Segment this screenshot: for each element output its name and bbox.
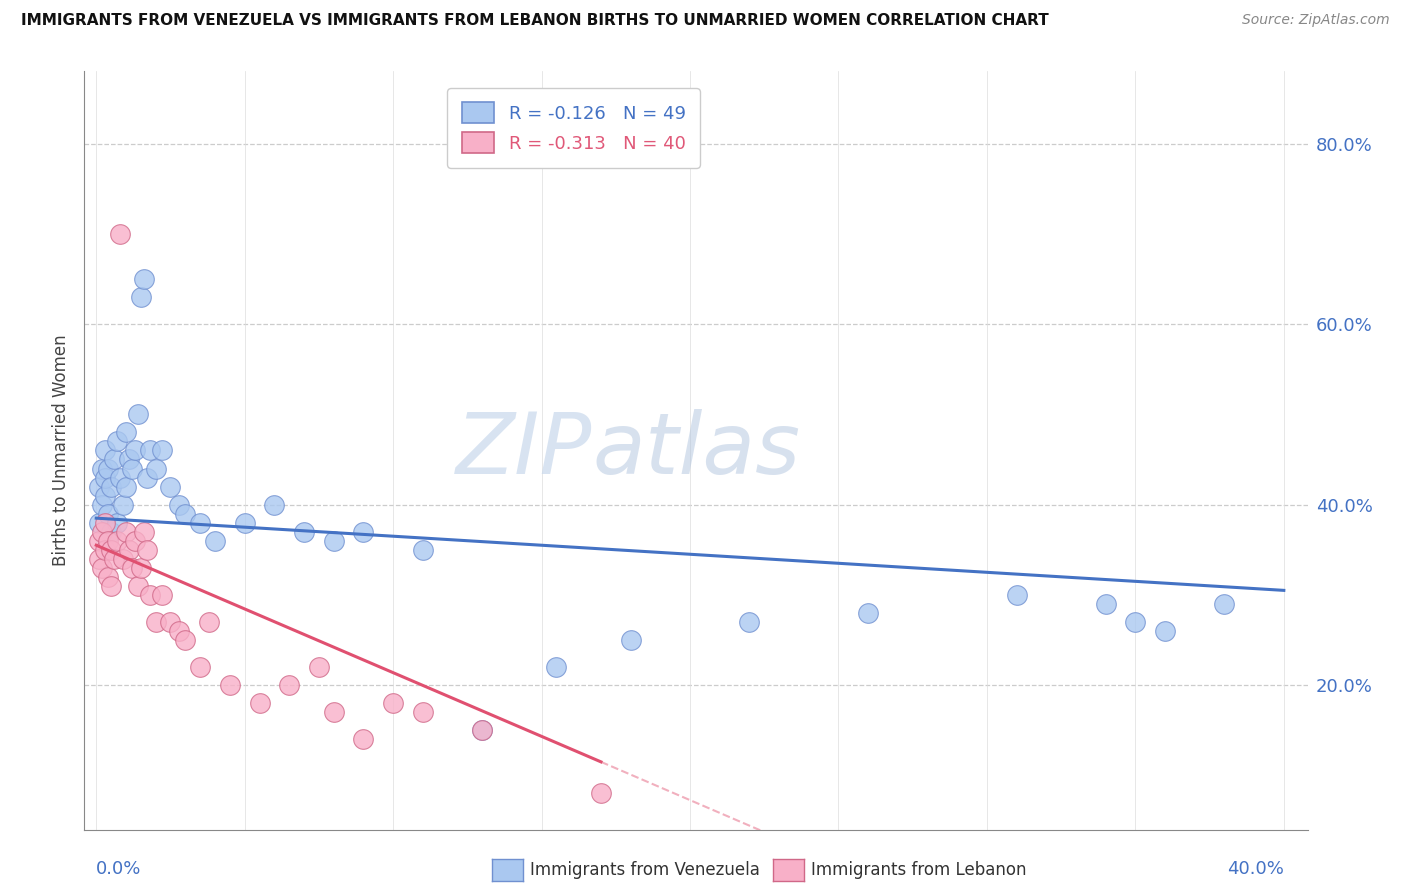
Point [97, 533, 120, 548]
Point [91, 561, 114, 575]
Point [105, 516, 128, 530]
Point [115, 479, 138, 493]
Point [89, 516, 111, 530]
Point [145, 615, 167, 629]
Point [352, 732, 374, 747]
Point [121, 561, 143, 575]
Point [91, 498, 114, 512]
Point [115, 524, 138, 539]
Point [471, 723, 494, 738]
Point [620, 633, 643, 648]
Point [89, 551, 111, 566]
Point [94, 516, 117, 530]
Text: Source: ZipAtlas.com: Source: ZipAtlas.com [1241, 13, 1389, 28]
Point [97, 507, 120, 521]
Point [471, 723, 494, 738]
Point [738, 615, 761, 629]
Point [111, 551, 134, 566]
Point [124, 533, 146, 548]
Point [412, 705, 434, 719]
Point [150, 443, 173, 458]
Point [145, 461, 167, 475]
Point [218, 678, 240, 692]
Text: Immigrants from Lebanon: Immigrants from Lebanon [811, 861, 1026, 879]
Point [135, 542, 157, 557]
Point [121, 461, 143, 475]
Point [1154, 624, 1177, 638]
Point [174, 633, 197, 648]
Point [546, 660, 568, 674]
Point [105, 434, 128, 449]
Point [91, 524, 114, 539]
Point [124, 443, 146, 458]
Point [188, 660, 211, 674]
Point [1005, 588, 1028, 602]
Point [856, 606, 879, 620]
Point [127, 579, 149, 593]
Point [188, 516, 211, 530]
Point [118, 542, 141, 557]
Point [204, 533, 226, 548]
Point [169, 498, 191, 512]
Point [159, 615, 181, 629]
Point [118, 452, 141, 467]
Point [94, 470, 117, 484]
Point [263, 498, 285, 512]
Point [129, 290, 152, 304]
Point [100, 579, 122, 593]
Point [382, 696, 405, 710]
Point [94, 542, 117, 557]
Text: Immigrants from Venezuela: Immigrants from Venezuela [530, 861, 759, 879]
Point [322, 705, 344, 719]
Point [105, 533, 128, 548]
Point [100, 479, 122, 493]
Point [89, 533, 111, 548]
Text: 0.0%: 0.0% [96, 860, 142, 878]
Point [322, 533, 344, 548]
Point [132, 524, 155, 539]
Point [97, 570, 120, 584]
Point [150, 588, 173, 602]
Point [1094, 597, 1116, 611]
Point [103, 551, 125, 566]
Point [135, 470, 157, 484]
Point [89, 479, 111, 493]
Text: atlas: atlas [592, 409, 800, 492]
Legend: R = -0.126   N = 49, R = -0.313   N = 40: R = -0.126 N = 49, R = -0.313 N = 40 [447, 88, 700, 168]
Point [233, 516, 256, 530]
Point [308, 660, 330, 674]
Point [111, 498, 134, 512]
Y-axis label: Births to Unmarried Women: Births to Unmarried Women [52, 334, 70, 566]
Point [138, 588, 160, 602]
Point [94, 489, 117, 503]
Text: ZIP: ZIP [456, 409, 592, 492]
Text: 40.0%: 40.0% [1227, 860, 1284, 878]
Point [129, 561, 152, 575]
Point [249, 696, 271, 710]
Point [115, 425, 138, 440]
Point [100, 542, 122, 557]
Point [127, 408, 149, 422]
Point [108, 470, 131, 484]
Point [412, 542, 434, 557]
Point [169, 624, 191, 638]
Point [198, 615, 221, 629]
Point [159, 479, 181, 493]
Point [292, 524, 315, 539]
Point [352, 524, 374, 539]
Point [100, 524, 122, 539]
Point [94, 443, 117, 458]
Point [138, 443, 160, 458]
Point [278, 678, 301, 692]
Point [91, 461, 114, 475]
Text: IMMIGRANTS FROM VENEZUELA VS IMMIGRANTS FROM LEBANON BIRTHS TO UNMARRIED WOMEN C: IMMIGRANTS FROM VENEZUELA VS IMMIGRANTS … [21, 13, 1049, 29]
Point [103, 452, 125, 467]
Point [1213, 597, 1236, 611]
Point [1125, 615, 1147, 629]
Point [174, 507, 197, 521]
Point [132, 272, 155, 286]
Point [108, 227, 131, 241]
Point [589, 787, 612, 801]
Point [97, 461, 120, 475]
